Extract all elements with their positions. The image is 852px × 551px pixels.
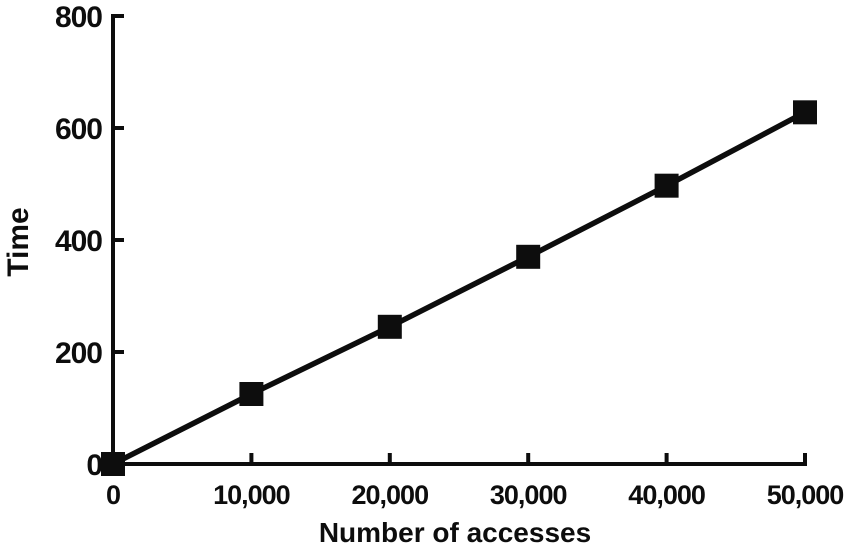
x-tick-label: 20,000 <box>352 480 429 510</box>
data-point-marker <box>101 452 125 476</box>
x-tick-label: 30,000 <box>490 480 567 510</box>
x-tick-label: 0 <box>106 480 120 510</box>
data-point-marker <box>377 314 402 339</box>
y-tick-label: 200 <box>55 337 102 370</box>
y-tick-label: 0 <box>86 449 102 482</box>
x-axis-ticks: 0 10,000 20,000 30,000 40,000 50,000 <box>106 453 844 510</box>
y-axis-title: Time <box>2 207 35 276</box>
data-series <box>101 100 817 476</box>
series-line <box>110 109 808 467</box>
y-tick-label: 800 <box>55 1 102 34</box>
y-tick-label: 400 <box>55 225 102 258</box>
data-point-marker <box>793 100 817 125</box>
y-tick-label: 600 <box>55 113 102 146</box>
x-axis-title: Number of accesses <box>319 517 591 548</box>
x-tick-label: 50,000 <box>767 480 844 510</box>
x-tick-label: 40,000 <box>628 480 705 510</box>
data-point-marker <box>239 382 264 406</box>
data-point-marker <box>654 173 679 198</box>
data-point-marker <box>516 244 541 269</box>
y-axis-ticks: 0 200 400 600 800 <box>55 1 124 482</box>
x-tick-label: 10,000 <box>213 480 290 510</box>
